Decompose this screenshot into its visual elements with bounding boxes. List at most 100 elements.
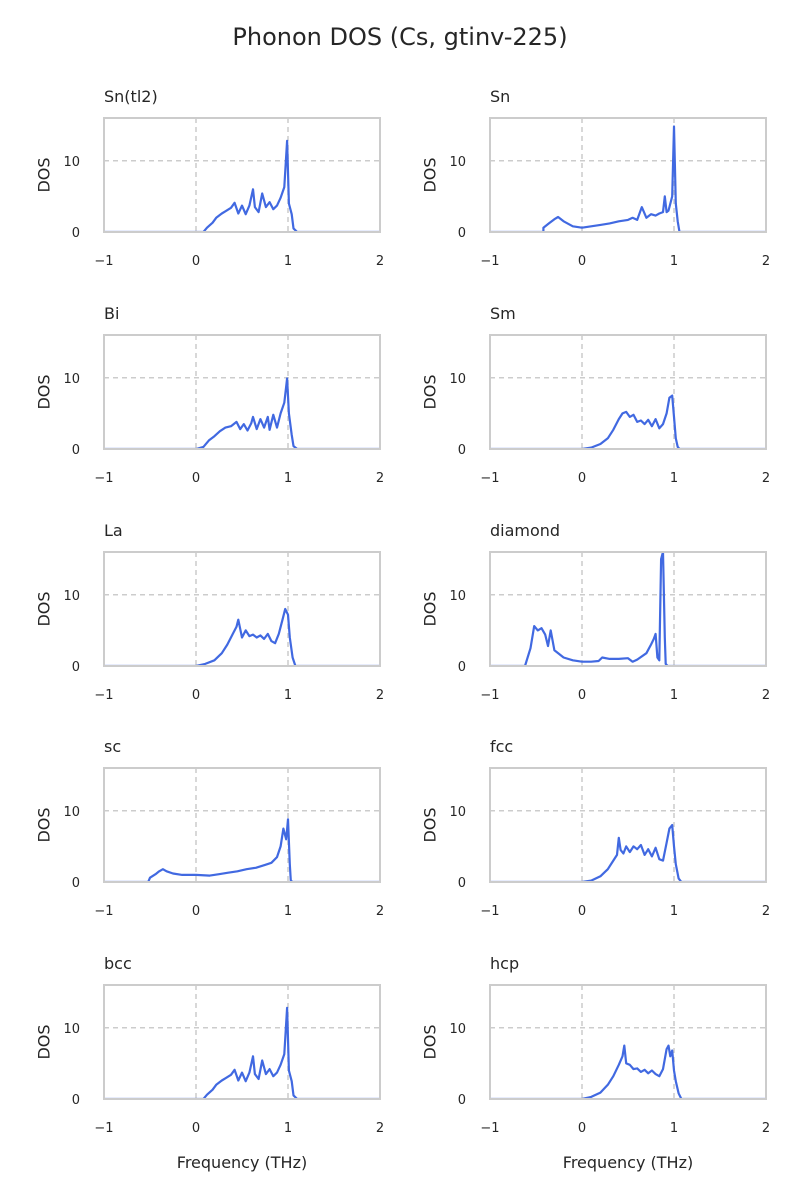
subplot: Bi −1 0 1 2 0 10 DOS [35,304,385,486]
y-axis-label: DOS [35,1024,54,1059]
dos-line [490,394,766,449]
y-tick-label: 10 [449,589,466,604]
y-tick-label: 10 [449,805,466,820]
x-axis-label: Frequency (THz) [177,1153,307,1172]
y-tick-label: 0 [458,443,466,458]
x-tick-label: 1 [284,471,292,486]
x-tick-label: −1 [94,471,113,486]
x-tick-label: 1 [670,904,678,919]
subplot-title: Bi [104,304,119,323]
y-axis-label: DOS [35,374,54,409]
x-tick-label: −1 [480,471,499,486]
axes-frame [489,117,767,233]
subplot: Sn(tl2) −1 0 1 2 0 10 DOS [35,87,385,269]
x-tick-label: 0 [578,904,586,919]
x-tick-label: 0 [578,1121,586,1136]
y-tick-label: 0 [458,226,466,241]
x-tick-label: −1 [94,904,113,919]
y-axis-label: DOS [35,157,54,192]
x-tick-label: 0 [578,471,586,486]
x-tick-label: 1 [670,471,678,486]
subplot: La −1 0 1 2 0 10 DOS [35,521,385,703]
x-tick-label: 1 [284,254,292,269]
y-tick-label: 10 [449,1022,466,1037]
y-axis-label: DOS [421,157,440,192]
x-tick-label: 0 [192,688,200,703]
subplot-title: hcp [490,954,519,973]
axes-frame [103,767,381,883]
x-tick-label: 2 [762,904,770,919]
x-tick-label: 2 [376,471,384,486]
subplot: hcp −1 0 1 2 0 10 DOS Frequency (THz) [421,954,771,1172]
chart-title: Phonon DOS (Cs, gtinv-225) [232,23,567,51]
subplot: bcc −1 0 1 2 0 10 DOS Frequency (THz) [35,954,385,1172]
dos-line [104,1006,380,1099]
x-tick-label: 0 [192,1121,200,1136]
x-tick-label: 2 [762,688,770,703]
x-tick-label: 1 [670,1121,678,1136]
subplot: fcc −1 0 1 2 0 10 DOS [421,737,771,919]
dos-line [104,607,380,666]
axes-frame [489,334,767,450]
x-tick-label: 0 [578,688,586,703]
axes-frame [103,334,381,450]
y-axis-label: DOS [35,591,54,626]
y-tick-label: 0 [458,1093,466,1108]
subplot: diamond −1 0 1 2 0 10 DOS [421,521,771,703]
x-tick-label: −1 [480,1121,499,1136]
subplot: Sm −1 0 1 2 0 10 DOS [421,304,771,486]
y-axis-label: DOS [421,591,440,626]
y-axis-label: DOS [421,807,440,842]
x-tick-label: 2 [376,1121,384,1136]
x-tick-label: 2 [376,904,384,919]
x-tick-label: 2 [376,688,384,703]
dos-line [490,823,766,882]
y-tick-label: 10 [449,155,466,170]
y-tick-label: 10 [63,155,80,170]
dos-line [104,139,380,232]
y-tick-label: 10 [63,805,80,820]
axes-frame [489,984,767,1100]
x-tick-label: 1 [670,254,678,269]
x-tick-label: 1 [284,1121,292,1136]
subplot: Sn −1 0 1 2 0 10 DOS [421,87,771,269]
subplot: sc −1 0 1 2 0 10 DOS [35,737,385,919]
axes-frame [489,551,767,667]
y-tick-label: 0 [72,443,80,458]
y-tick-label: 0 [458,660,466,675]
axes-frame [103,984,381,1100]
y-tick-label: 0 [458,876,466,891]
subplot-title: diamond [490,521,560,540]
x-tick-label: 2 [762,1121,770,1136]
x-tick-label: 2 [376,254,384,269]
y-tick-label: 0 [72,660,80,675]
y-tick-label: 0 [72,876,80,891]
x-tick-label: −1 [94,254,113,269]
x-tick-label: 0 [192,254,200,269]
x-tick-label: 0 [192,904,200,919]
x-tick-label: 0 [578,254,586,269]
subplot-title: sc [104,737,121,756]
y-axis-label: DOS [421,1024,440,1059]
x-tick-label: 1 [284,688,292,703]
x-tick-label: −1 [480,254,499,269]
dos-line [104,377,380,449]
x-tick-label: −1 [94,688,113,703]
x-tick-label: −1 [480,904,499,919]
subplot-title: La [104,521,123,540]
subplot-title: fcc [490,737,513,756]
x-tick-label: 2 [762,471,770,486]
subplot-title: Sn(tl2) [104,87,158,106]
x-tick-label: −1 [480,688,499,703]
y-tick-label: 10 [63,372,80,387]
dos-line [490,125,766,232]
x-tick-label: 1 [284,904,292,919]
y-tick-label: 10 [63,589,80,604]
x-tick-label: 2 [762,254,770,269]
dos-line [490,1044,766,1099]
axes-frame [489,767,767,883]
dos-line [490,552,766,666]
y-tick-label: 0 [72,226,80,241]
